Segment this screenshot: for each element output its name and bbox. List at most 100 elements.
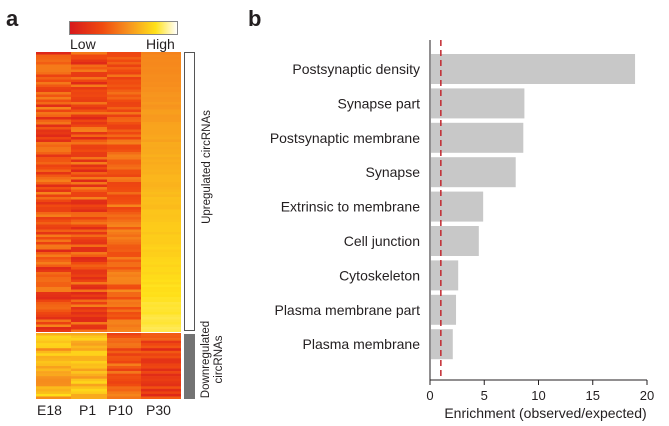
heatmap-cell [141, 227, 181, 230]
heatmap-cell [107, 386, 141, 390]
category-label: Cell junction [344, 233, 420, 249]
downregulated-label: Downregulated circRNAs [200, 317, 226, 402]
heatmap-cell [107, 322, 141, 325]
upregulated-label: Upregulated circRNAs [201, 110, 213, 224]
heatmap-cell [141, 237, 181, 240]
heatmap-cell [36, 144, 71, 148]
heatmap-cell [107, 307, 141, 310]
heatmap-cell [107, 309, 141, 313]
bar [431, 226, 479, 256]
heatmap-cell [36, 317, 71, 320]
upregulated-bracket [184, 52, 195, 331]
heatmap-cell [36, 172, 71, 175]
heatmap-cell [141, 299, 181, 303]
heatmap-cell [71, 338, 107, 341]
heatmap-cell [36, 137, 71, 140]
heatmap-cell [141, 154, 181, 158]
heatmap-cell [107, 152, 141, 155]
heatmap-cell [71, 262, 107, 265]
heatmap-cell [107, 159, 141, 163]
heatmap-cell [36, 214, 71, 218]
heatmap-cell [71, 104, 107, 108]
heatmap-cell [71, 97, 107, 100]
heatmap-cell [141, 122, 181, 125]
heatmap-cell [71, 289, 107, 293]
heatmap-cell [71, 244, 107, 248]
heatmap-cell [36, 345, 71, 349]
color-scale-bar [69, 21, 178, 35]
heatmap-cell [107, 72, 141, 75]
heatmap-cell [36, 282, 71, 285]
heatmap-cell [141, 182, 181, 185]
heatmap-cell [71, 152, 107, 155]
heatmap-cell [71, 319, 107, 323]
heatmap-cell [71, 147, 107, 150]
heatmap-cell [141, 376, 181, 379]
heatmap-cell [107, 234, 141, 238]
heatmap-cell [141, 217, 181, 220]
enrichment-bar-chart: Postsynaptic density Synapse part Postsyna… [270, 40, 654, 421]
heatmap-cell [141, 104, 181, 108]
heatmap-cell [141, 355, 181, 359]
heatmap-cell [36, 72, 71, 75]
heatmap-cell [36, 232, 71, 235]
heatmap-cell [36, 197, 71, 200]
heatmap-cell [107, 381, 141, 385]
heatmap-cell [141, 269, 181, 273]
heatmap-cell [36, 132, 71, 135]
heatmap-cell [36, 119, 71, 123]
x-tick-label: 15 [586, 388, 600, 403]
heatmap-cell [141, 57, 181, 60]
heatmap-cell [141, 69, 181, 73]
heatmap-cell [36, 77, 71, 80]
heatmap-cell [36, 274, 71, 278]
heatmap-cell [141, 340, 181, 344]
heatmap-cell [107, 119, 141, 123]
heatmap-cell [71, 114, 107, 118]
heatmap-cell [36, 247, 71, 250]
heatmap-cell [71, 154, 107, 158]
heatmap-cell [71, 72, 107, 75]
heatmap-cell [141, 297, 181, 300]
downregulated-bracket [184, 334, 195, 399]
heatmap-cell [141, 197, 181, 200]
heatmap-cell [71, 254, 107, 258]
category-label: Synapse part [338, 95, 421, 111]
heatmap-cell [71, 59, 107, 63]
heatmap-cell [141, 322, 181, 325]
scale-high-label: High [146, 36, 175, 52]
heatmap-cell [36, 74, 71, 78]
heatmap-cell [141, 383, 181, 387]
heatmap-cell [36, 164, 71, 168]
heatmap-cell [71, 358, 107, 362]
heatmap-cell [36, 373, 71, 377]
heatmap-cell [141, 292, 181, 295]
heatmap-cell [107, 272, 141, 275]
category-label: Synapse [366, 164, 421, 180]
heatmap-cell [141, 159, 181, 163]
heatmap-cell [36, 167, 71, 170]
heatmap-cell [141, 388, 181, 392]
heatmap-cell [71, 177, 107, 180]
heatmap-cell [141, 239, 181, 243]
heatmap-cell [71, 144, 107, 148]
heatmap-cell [36, 64, 71, 68]
heatmap-cell [36, 57, 71, 60]
heatmap-cell [36, 363, 71, 367]
heatmap-cell [141, 345, 181, 349]
heatmap-cell [141, 92, 181, 95]
heatmap-cell [141, 202, 181, 205]
heatmap-cell [141, 224, 181, 228]
heatmap-cell [141, 350, 181, 354]
heatmap-cell [71, 348, 107, 352]
heatmap-cell [141, 82, 181, 85]
heatmap-cell [107, 114, 141, 118]
heatmap-cell [71, 212, 107, 215]
heatmap-cell [107, 366, 141, 369]
heatmap-cell [36, 84, 71, 88]
heatmap-cell [107, 289, 141, 293]
heatmap-cell [107, 167, 141, 170]
heatmap-cell [107, 297, 141, 300]
heatmap-cell [141, 259, 181, 263]
heatmap-cell [141, 348, 181, 352]
